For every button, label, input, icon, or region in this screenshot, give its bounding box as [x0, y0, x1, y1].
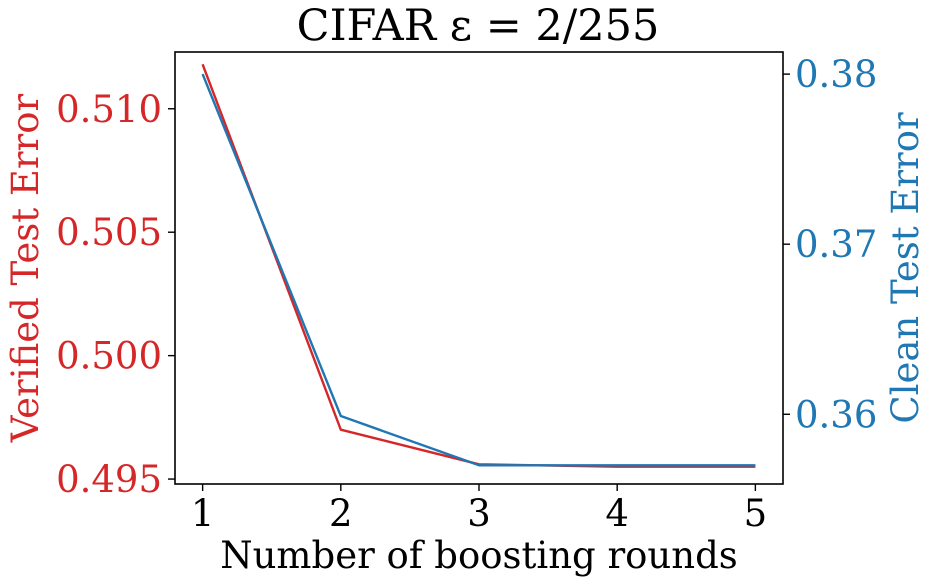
x-tick-label: 3: [467, 492, 491, 535]
x-tick-label: 5: [744, 492, 768, 535]
series-lines: [201, 63, 756, 468]
left-y-tick-label: 0.510: [56, 88, 162, 131]
verified-error-line: [201, 63, 756, 468]
chart-title: CIFAR ε = 2/255: [297, 1, 660, 51]
x-axis-label: Number of boosting rounds: [220, 534, 738, 577]
left-y-axis: 0.495 0.500 0.505 0.510: [56, 88, 175, 501]
right-y-axis: 0.36 0.37 0.38: [783, 53, 877, 436]
left-y-axis-label: Verified Test Error: [4, 93, 47, 443]
left-y-tick-label: 0.495: [56, 458, 162, 501]
x-tick-label: 1: [191, 492, 215, 535]
right-y-axis-label: Clean Test Error: [884, 112, 927, 424]
left-y-tick-label: 0.500: [56, 335, 162, 378]
clean-error-line: [201, 73, 756, 467]
left-y-tick-label: 0.505: [56, 211, 162, 254]
x-tick-label: 2: [329, 492, 353, 535]
right-y-tick-label: 0.38: [795, 53, 877, 96]
plot-frame: [174, 51, 784, 485]
right-y-tick-label: 0.37: [795, 223, 877, 266]
right-y-tick-label: 0.36: [795, 393, 877, 436]
x-tick-label: 4: [605, 492, 629, 535]
x-axis: 1 2 3 4 5: [191, 484, 767, 535]
